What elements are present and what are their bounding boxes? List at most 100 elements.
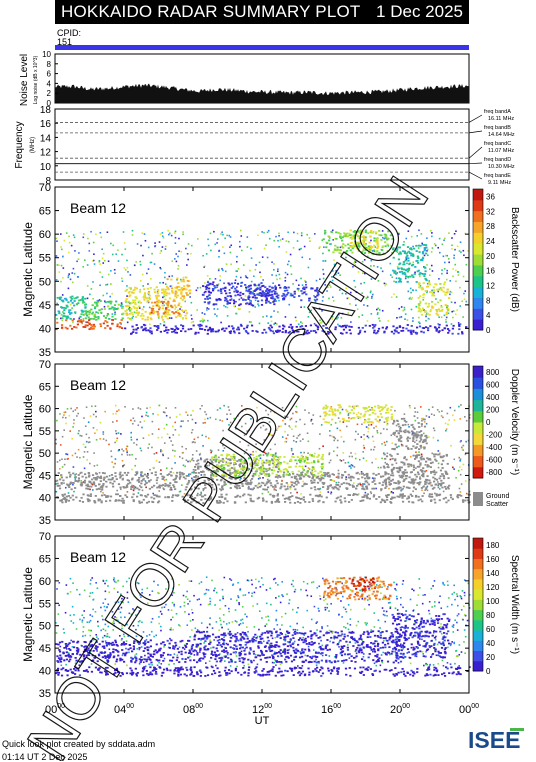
heatmap-cell: [203, 320, 205, 322]
heatmap-cell: [132, 230, 134, 232]
colorbar-swatch: [473, 433, 483, 445]
heatmap-cell: [317, 482, 319, 484]
heatmap-cell: [460, 404, 462, 406]
heatmap-cell: [458, 324, 460, 326]
heatmap-cell: [262, 493, 264, 495]
heatmap-cell: [165, 283, 167, 285]
heatmap-cell: [466, 493, 468, 495]
heatmap-cell: [70, 312, 72, 314]
heatmap-cell: [383, 428, 385, 430]
heatmap-cell: [433, 456, 435, 458]
heatmap-cell: [332, 414, 334, 416]
heatmap-cell: [398, 440, 400, 442]
heatmap-cell: [61, 317, 63, 319]
heatmap-cell: [137, 243, 139, 245]
heatmap-cell: [423, 433, 425, 435]
heatmap-cell: [77, 324, 79, 326]
heatmap-cell: [255, 299, 257, 301]
heatmap-cell: [366, 488, 368, 490]
heatmap-cell: [56, 480, 58, 482]
heatmap-cell: [317, 461, 319, 463]
heatmap-cell: [87, 285, 89, 287]
heatmap-cell: [127, 491, 129, 493]
heatmap-cell: [425, 316, 427, 318]
heatmap-cell: [413, 428, 415, 430]
heatmap-cell: [101, 248, 103, 250]
heatmap-cell: [444, 262, 446, 264]
heatmap-cell: [418, 251, 420, 253]
heatmap-cell: [61, 320, 63, 322]
heatmap-cell: [403, 418, 405, 420]
heatmap-cell: [391, 470, 393, 472]
heatmap-cell: [145, 327, 147, 329]
heatmap-cell: [153, 498, 155, 500]
heatmap-cell: [141, 326, 143, 328]
heatmap-cell: [433, 414, 435, 416]
heatmap-cell: [362, 327, 364, 329]
heatmap-cell: [67, 277, 69, 279]
heatmap-cell: [407, 281, 409, 283]
heatmap-cell: [59, 460, 61, 462]
heatmap-cell: [116, 478, 118, 480]
freq-band-mhz: 14.64 MHz: [488, 132, 515, 138]
heatmap-cell: [236, 291, 238, 293]
heatmap-cell: [135, 329, 137, 331]
heatmap-cell: [164, 485, 166, 487]
heatmap-cell: [364, 331, 366, 333]
heatmap-cell: [248, 295, 250, 297]
heatmap-cell: [421, 500, 423, 502]
heatmap-cell: [362, 415, 364, 417]
heatmap-cell: [299, 458, 301, 460]
heatmap-cell: [127, 446, 129, 448]
heatmap-cell: [399, 481, 401, 483]
heatmap-cell: [425, 290, 427, 292]
heatmap-cell: [163, 324, 165, 326]
heatmap-cell: [61, 494, 63, 496]
heatmap-cell: [151, 486, 153, 488]
heatmap-cell: [182, 234, 184, 236]
heatmap-cell: [89, 486, 91, 488]
heatmap-cell: [348, 462, 350, 464]
heatmap-cell: [208, 308, 210, 310]
heatmap-cell: [454, 249, 456, 251]
heatmap-cell: [236, 261, 238, 263]
heatmap-cell: [373, 480, 375, 482]
heatmap-cell: [349, 456, 351, 458]
heatmap-cell: [418, 435, 420, 437]
heatmap-cell: [279, 456, 281, 458]
heatmap-cell: [412, 276, 414, 278]
heatmap-cell: [379, 309, 381, 311]
heatmap-cell: [313, 479, 315, 481]
heatmap-cell: [215, 299, 217, 301]
heatmap-cell: [365, 411, 367, 413]
heatmap-cell: [444, 486, 446, 488]
heatmap-cell: [356, 494, 358, 496]
lat-tick-label: 65: [39, 206, 51, 218]
heatmap-cell: [300, 498, 302, 500]
heatmap-cell: [78, 477, 80, 479]
heatmap-cell: [286, 463, 288, 465]
heatmap-cell: [416, 482, 418, 484]
heatmap-cell: [384, 453, 386, 455]
heatmap-cell: [111, 283, 113, 285]
heatmap-cell: [375, 426, 377, 428]
heatmap-cell: [278, 284, 280, 286]
heatmap-cell: [103, 494, 105, 496]
heatmap-cell: [380, 476, 382, 478]
heatmap-cell: [398, 446, 400, 448]
heatmap-cell: [280, 471, 282, 473]
heatmap-cell: [219, 250, 221, 252]
heatmap-cell: [429, 325, 431, 327]
heatmap-cell: [401, 306, 403, 308]
heatmap-cell: [204, 282, 206, 284]
heatmap-cell: [144, 292, 146, 294]
heatmap-cell: [344, 500, 346, 502]
heatmap-cell: [261, 231, 263, 233]
heatmap-cell: [156, 297, 158, 299]
heatmap-cell: [124, 406, 126, 408]
heatmap-cell: [271, 469, 273, 471]
heatmap-cell: [136, 444, 138, 446]
heatmap-cell: [114, 313, 116, 315]
heatmap-cell: [168, 293, 170, 295]
heatmap-cell: [119, 472, 121, 474]
